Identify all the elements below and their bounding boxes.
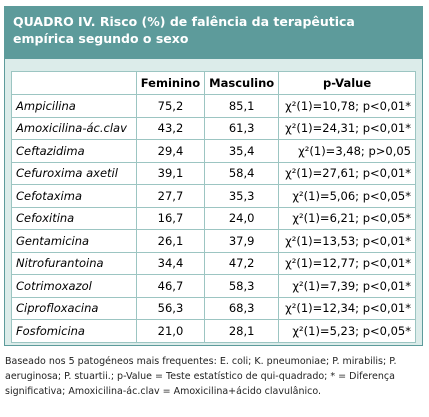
column-header: Feminino bbox=[135, 71, 206, 95]
table-row: Cotrimoxazol 46,7 58,3 χ²(1)=7,39; p<0,01* bbox=[11, 274, 416, 298]
table-cell: χ²(1)=12,34; p<0,01* bbox=[278, 296, 416, 320]
table-cell: 47,2 bbox=[204, 251, 280, 275]
table-cell: χ²(1)=3,48; p>0,05 bbox=[278, 139, 416, 163]
table-cell: Nitrofurantoina bbox=[11, 251, 137, 275]
column-header: Masculino bbox=[204, 71, 280, 95]
column-header bbox=[11, 71, 137, 95]
table-cell: χ²(1)=12,77; p<0,01* bbox=[278, 251, 416, 275]
table-row: Ciprofloxacina 56,3 68,3 χ²(1)=12,34; p<0,0… bbox=[11, 296, 416, 320]
header-row: Feminino Masculino p-Value bbox=[11, 71, 416, 95]
table-cell: 68,3 bbox=[204, 296, 280, 320]
table-cell: 24,0 bbox=[204, 206, 280, 230]
table-title: QUADRO IV. Risco (%) de falência da tera… bbox=[5, 7, 422, 59]
table-row: Ampicilina 75,2 85,1 χ²(1)=10,78; p<0,01* bbox=[11, 94, 416, 118]
table-row: Fosfomicina 21,0 28,1 χ²(1)=5,23; p<0,05* bbox=[11, 319, 416, 343]
table-cell: 37,9 bbox=[204, 229, 280, 253]
table-cell: 26,1 bbox=[135, 229, 206, 253]
table-cell: 34,4 bbox=[135, 251, 206, 275]
table-cell: χ²(1)=10,78; p<0,01* bbox=[278, 94, 416, 118]
table-cell: Ampicilina bbox=[11, 94, 137, 118]
table-cell: Amoxicilina-ác.clav bbox=[11, 116, 137, 140]
table-cell: Cefoxitina bbox=[11, 206, 137, 230]
column-header: p-Value bbox=[278, 71, 416, 95]
table-cell: Ciprofloxacina bbox=[11, 296, 137, 320]
table-cell: 29,4 bbox=[135, 139, 206, 163]
table-cell: 58,4 bbox=[204, 161, 280, 185]
table-cell: Ceftazidima bbox=[11, 139, 137, 163]
table-box: QUADRO IV. Risco (%) de falência da tera… bbox=[4, 6, 423, 346]
table-row: Cefotaxima 27,7 35,3 χ²(1)=5,06; p<0,05* bbox=[11, 184, 416, 208]
table-cell: 35,3 bbox=[204, 184, 280, 208]
table-cell: χ²(1)=5,23; p<0,05* bbox=[278, 319, 416, 343]
table-cell: Fosfomicina bbox=[11, 319, 137, 343]
table-cell: χ²(1)=6,21; p<0,05* bbox=[278, 206, 416, 230]
table-cell: χ²(1)=24,31; p<0,01* bbox=[278, 116, 416, 140]
table-cell: χ²(1)=7,39; p<0,01* bbox=[278, 274, 416, 298]
table-cell: 75,2 bbox=[135, 94, 206, 118]
data-table: Feminino Masculino p-Value Ampicilina 75,2 85… bbox=[11, 71, 416, 343]
table-cell: 35,4 bbox=[204, 139, 280, 163]
table-cell: 43,2 bbox=[135, 116, 206, 140]
table-cell: 58,3 bbox=[204, 274, 280, 298]
table-cell: 39,1 bbox=[135, 161, 206, 185]
table-cell: 61,3 bbox=[204, 116, 280, 140]
table-cell: Cefotaxima bbox=[11, 184, 137, 208]
table-cell: 16,7 bbox=[135, 206, 206, 230]
table-row: Cefoxitina 16,7 24,0 χ²(1)=6,21; p<0,05* bbox=[11, 206, 416, 230]
table-row: Cefuroxima axetil 39,1 58,4 χ²(1)=27,61; p<… bbox=[11, 161, 416, 185]
table-cell: χ²(1)=5,06; p<0,05* bbox=[278, 184, 416, 208]
table-cell: Cotrimoxazol bbox=[11, 274, 137, 298]
table-row: Nitrofurantoina 34,4 47,2 χ²(1)=12,77; p<0,… bbox=[11, 251, 416, 275]
table-cell: 28,1 bbox=[204, 319, 280, 343]
table-cell: χ²(1)=13,53; p<0,01* bbox=[278, 229, 416, 253]
footnote: Baseado nos 5 patogéneos mais frequentes… bbox=[5, 356, 397, 397]
table-cell: χ²(1)=27,61; p<0,01* bbox=[278, 161, 416, 185]
table-cell: 27,7 bbox=[135, 184, 206, 208]
table-cell: Cefuroxima axetil bbox=[11, 161, 137, 185]
table-cell: Gentamicina bbox=[11, 229, 137, 253]
table-cell: 46,7 bbox=[135, 274, 206, 298]
table-row: Ceftazidima 29,4 35,4 χ²(1)=3,48; p>0,05 bbox=[11, 139, 416, 163]
table-cell: 56,3 bbox=[135, 296, 206, 320]
table-row: Gentamicina 26,1 37,9 χ²(1)=13,53; p<0,01* bbox=[11, 229, 416, 253]
table-cell: 21,0 bbox=[135, 319, 206, 343]
table-row: Amoxicilina-ác.clav 43,2 61,3 χ²(1)=24,31; … bbox=[11, 116, 416, 140]
table-cell: 85,1 bbox=[204, 94, 280, 118]
